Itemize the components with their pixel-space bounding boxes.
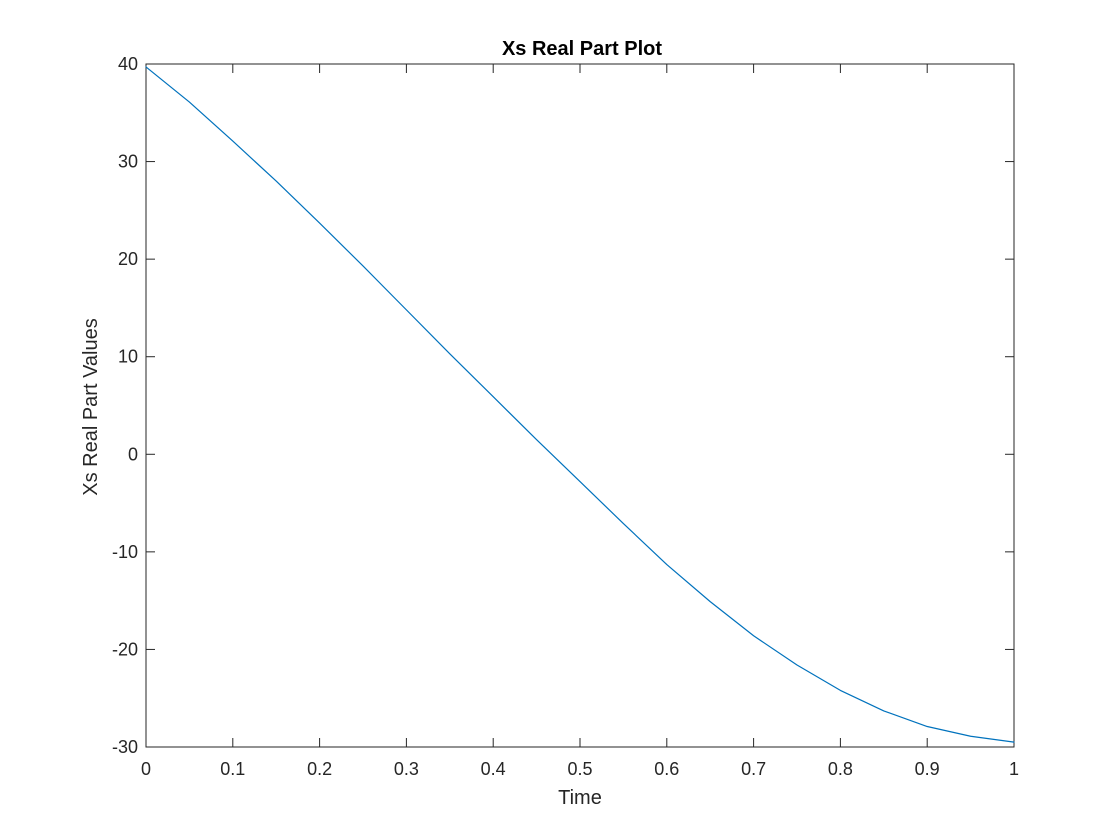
y-tick-label: -20 [112, 639, 138, 659]
x-tick-label: 0.7 [741, 759, 766, 779]
y-tick-label: 30 [118, 152, 138, 172]
series-layer [145, 66, 1015, 743]
x-tick-label: 0.5 [567, 759, 592, 779]
y-tick-label: -10 [112, 542, 138, 562]
y-axis-label: Xs Real Part Values [80, 318, 102, 496]
y-tick-label: 10 [118, 347, 138, 367]
x-tick-label: 0 [141, 759, 151, 779]
y-tick-label: 20 [118, 249, 138, 269]
x-tick-label: 0.6 [654, 759, 679, 779]
x-tick-label: 0.9 [915, 759, 940, 779]
x-tick-label: 1 [1009, 759, 1019, 779]
x-tick-label: 0.1 [220, 759, 245, 779]
series-line [145, 66, 1015, 743]
y-tick-label: -30 [112, 737, 138, 757]
chart-title: Xs Real Part Plot [502, 38, 662, 60]
plot-area [145, 63, 1015, 748]
x-tick-label: 0.3 [394, 759, 419, 779]
x-tick-label: 0.8 [828, 759, 853, 779]
tick-labels: 0 0.1 0.2 0.3 0.4 0.5 0.6 0.7 0.8 0.9 1 -30 -20 -10 0 1… [112, 54, 1019, 779]
x-tick-label: 0.2 [307, 759, 332, 779]
axes-ticks [145, 63, 1015, 748]
plot-box [145, 63, 1015, 748]
x-axis-label: Time [558, 787, 602, 809]
y-tick-label: 40 [118, 54, 138, 74]
x-tick-label: 0.4 [481, 759, 506, 779]
y-tick-label: 0 [128, 444, 138, 464]
